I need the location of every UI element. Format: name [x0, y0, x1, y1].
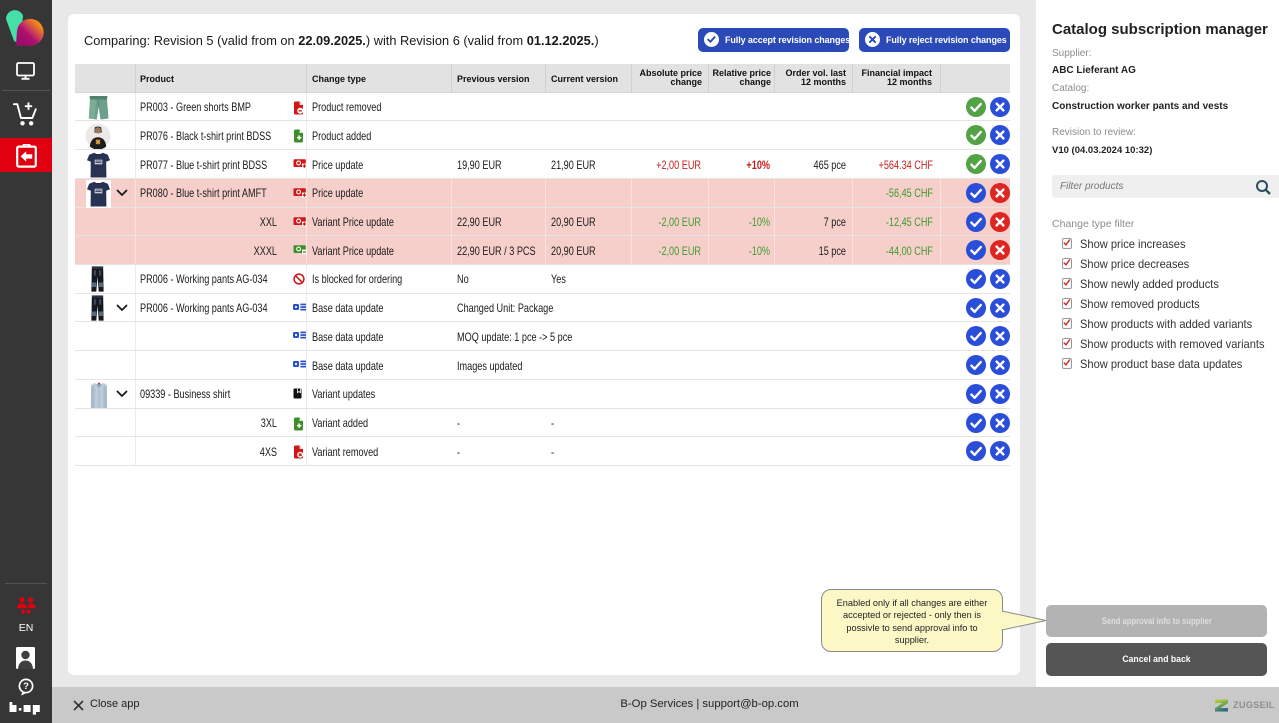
svg-text:?: ?	[23, 681, 29, 692]
